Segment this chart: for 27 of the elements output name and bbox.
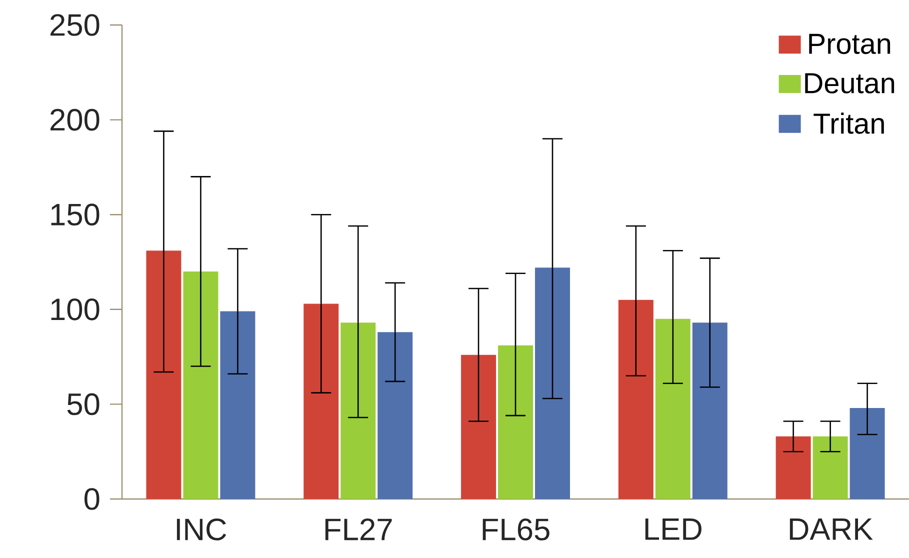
y-tick-label: 50 [67,393,100,416]
legend-label: Tritan [814,112,884,134]
bar [655,318,690,499]
bar [304,304,339,499]
y-tick-label: 200 [50,108,100,131]
y-tick-label: 0 [84,488,100,510]
bar [220,311,256,499]
x-tick-label: LED [645,518,702,540]
x-tick-label: FL65 [482,518,550,540]
bar [146,250,182,499]
x-tick-label: FL27 [325,518,392,540]
y-tick-label: 250 [50,14,100,36]
y-tick-label: 150 [51,204,100,226]
bar [812,436,848,499]
legend-label: Deutan [805,73,894,94]
x-tick-label: DARK [790,518,873,540]
bar [498,345,534,499]
bar [850,408,885,499]
legend-label: Protan [809,34,890,54]
bar [461,354,496,499]
bar [692,322,728,499]
bar [183,271,218,499]
bar [776,436,811,499]
y-tick-label: 100 [51,298,100,320]
bar [378,332,413,499]
x-tick-label: INC [176,518,226,540]
bar [618,300,654,499]
